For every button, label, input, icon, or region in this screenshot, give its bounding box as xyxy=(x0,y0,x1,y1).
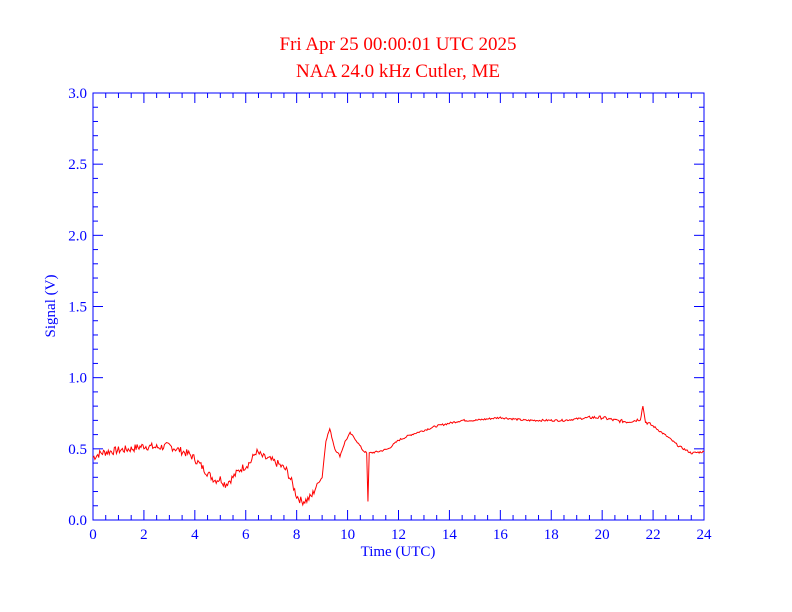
x-tick-labels: 0 2 4 6 8 10 12 14 16 18 20 22 24 xyxy=(89,527,712,543)
x-tick-label: 22 xyxy=(646,527,661,543)
x-tick-label: 14 xyxy=(442,527,458,543)
x-tick-label: 16 xyxy=(493,527,509,543)
x-tick-label: 24 xyxy=(697,527,713,543)
chart-subtitle: NAA 24.0 kHz Cutler, ME xyxy=(296,61,500,82)
y-tick-label: 1.5 xyxy=(68,300,87,316)
x-tick-label: 20 xyxy=(595,527,610,543)
y-tick-label: 1.0 xyxy=(68,371,87,387)
chart-title: Fri Apr 25 00:00:01 UTC 2025 xyxy=(280,34,517,55)
x-tick-label: 12 xyxy=(391,527,406,543)
axis-ticks xyxy=(92,92,705,521)
x-tick-label: 6 xyxy=(242,527,250,543)
y-tick-labels: 0.0 0.5 1.0 1.5 2.0 2.5 3.0 xyxy=(68,86,87,529)
x-tick-label: 2 xyxy=(140,527,148,543)
x-tick-label: 4 xyxy=(191,527,199,543)
x-tick-label: 8 xyxy=(293,527,301,543)
y-tick-label: 0.0 xyxy=(68,513,87,529)
x-tick-label: 10 xyxy=(340,527,355,543)
y-axis-label: Signal (V) xyxy=(43,275,59,338)
signal-series-line xyxy=(92,406,705,507)
y-tick-label: 2.5 xyxy=(68,157,87,173)
y-tick-label: 0.5 xyxy=(68,442,87,458)
plot-frame xyxy=(92,92,705,521)
x-tick-label: 18 xyxy=(544,527,559,543)
y-tick-label: 2.0 xyxy=(68,228,87,244)
y-tick-label: 3.0 xyxy=(68,86,87,102)
x-axis-label: Time (UTC) xyxy=(361,544,436,560)
x-tick-label: 0 xyxy=(89,527,97,543)
